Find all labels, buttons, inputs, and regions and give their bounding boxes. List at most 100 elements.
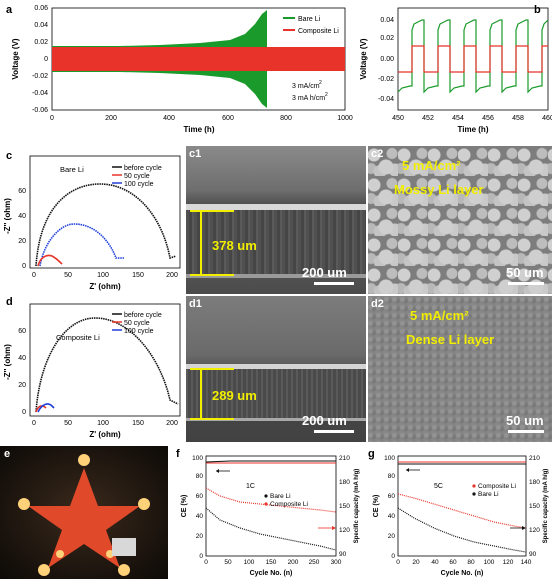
a-note-capacity: 3 mA h/cm <box>292 95 325 102</box>
panel-a-chart: 0.06 0.04 0.02 0 -0.02 -0.04 -0.06 0 200… <box>11 5 353 134</box>
panel-d: d Composite Li before cycle 50 cycle 100… <box>0 296 184 444</box>
c2-layer-label: Mossy Li layer <box>394 182 484 197</box>
panel-label-b: b <box>534 4 541 16</box>
panel-label-c2: c2 <box>371 148 384 160</box>
panel-label-f: f <box>176 448 180 460</box>
c2-scale-label: 50 um <box>506 265 544 280</box>
g-y2tick: 150 <box>529 503 540 510</box>
panel-f-chart: 1C Bare Li Composite Li 0 20 40 60 80 10… <box>181 455 360 577</box>
b-ytick: 0.04 <box>380 17 394 24</box>
d2-scale-label: 50 um <box>506 413 544 428</box>
a-xtick: 800 <box>280 115 292 122</box>
d-ytick: 0 <box>22 409 26 416</box>
d-ytick: 40 <box>18 355 26 362</box>
b-xtick: 460 <box>542 115 552 122</box>
g-xtick: 40 <box>431 559 439 566</box>
b-xtick: 450 <box>392 115 404 122</box>
d-xtick: 0 <box>32 420 36 427</box>
c-ytick: 40 <box>18 213 26 220</box>
g-xtick: 80 <box>467 559 475 566</box>
panel-g-chart: 5C Composite Li Bare Li 0 20 40 60 80 10… <box>373 455 549 577</box>
b-xtick: 458 <box>512 115 524 122</box>
sem-image-d2: d2 5 mA/cm² Dense Li layer 50 um <box>368 296 552 442</box>
a-ytick: -0.06 <box>32 107 48 114</box>
c-xtick: 50 <box>64 272 72 279</box>
f-ytick: 100 <box>192 455 203 462</box>
panel-c-chart: Bare Li before cycle 50 cycle 100 cycle … <box>3 155 181 291</box>
c2-current-label: 5 mA/cm² <box>402 158 461 173</box>
g-ytick: 80 <box>388 473 396 480</box>
g-y2tick: 180 <box>529 479 540 486</box>
panel-label-a: a <box>6 4 13 16</box>
c1-scale-label: 200 um <box>302 265 347 280</box>
a-xtick: 0 <box>50 115 54 122</box>
g-xtick: 60 <box>449 559 457 566</box>
panel-c: c Bare Li before cycle 50 cycle 100 cycl… <box>0 146 184 294</box>
a-ytick: -0.04 <box>32 90 48 97</box>
a-ytick: 0 <box>44 56 48 63</box>
f-xtick: 0 <box>204 559 208 566</box>
d-legend-before: before cycle <box>124 312 162 319</box>
c-ytick: 60 <box>18 188 26 195</box>
d1-thickness-label: 289 um <box>212 388 257 403</box>
c-xtick: 100 <box>97 272 109 279</box>
a-note-current: 3 mA/cm <box>292 83 320 90</box>
d-legend-100: 100 cycle <box>124 328 154 335</box>
f-y2tick: 120 <box>339 527 350 534</box>
panel-g: g 5C Composite Li Bare Li 0 20 40 60 80 … <box>364 446 552 579</box>
f-ylabel2: Specific capacity (mA h/g) <box>354 469 360 543</box>
c-ytick: 20 <box>18 238 26 245</box>
panel-label-e: e <box>4 448 11 460</box>
a-xtick: 1000 <box>337 115 353 122</box>
panel-label-d2: d2 <box>371 298 384 310</box>
b-ytick: 0.00 <box>380 56 394 63</box>
g-xtick: 0 <box>396 559 400 566</box>
sem-image-c1: c1 378 um 200 um <box>186 146 366 294</box>
f-legend-bare: Bare Li <box>270 493 291 500</box>
g-xtick: 120 <box>503 559 514 566</box>
f-ytick: 20 <box>196 533 204 540</box>
c-xlabel: Z' (ohm) <box>89 282 121 291</box>
a-ytick: 0.02 <box>34 39 48 46</box>
d-xtick: 100 <box>97 420 109 427</box>
a-xtick: 200 <box>105 115 117 122</box>
a-note-capacity-sup: 2 <box>325 92 328 98</box>
b-xtick: 452 <box>422 115 434 122</box>
c-legend-50: 50 cycle <box>124 173 150 180</box>
g-y2tick: 210 <box>529 455 540 462</box>
d-xtick: 200 <box>166 420 178 427</box>
f-legend-composite: Composite Li <box>270 501 308 508</box>
g-rate: 5C <box>434 483 443 490</box>
g-ytick: 0 <box>391 553 395 560</box>
f-ylabel: CE (%) <box>181 495 188 518</box>
panel-label-d1: d1 <box>189 298 202 310</box>
panel-label-g: g <box>368 448 375 460</box>
g-ylabel2: Specific capacity (mA h/g) <box>543 469 549 543</box>
g-legend-bare: Bare Li <box>478 491 499 498</box>
sem-image-d1: d1 289 um 200 um <box>186 296 366 442</box>
d-title: Composite Li <box>56 333 100 342</box>
g-ytick: 60 <box>388 493 396 500</box>
g-y2tick: 120 <box>529 527 540 534</box>
f-rate: 1C <box>246 483 255 490</box>
f-xtick: 200 <box>288 559 299 566</box>
d-xtick: 50 <box>64 420 72 427</box>
g-ytick: 100 <box>384 455 395 462</box>
c-title: Bare Li <box>60 165 84 174</box>
panel-label-c1: c1 <box>189 148 202 160</box>
b-ytick: 0.02 <box>380 35 394 42</box>
f-xtick: 150 <box>266 559 277 566</box>
g-ytick: 40 <box>388 513 396 520</box>
g-xtick: 140 <box>521 559 532 566</box>
a-ytick: 0.04 <box>34 22 48 29</box>
a-xlabel: Time (h) <box>184 125 215 134</box>
a-xtick: 400 <box>163 115 175 122</box>
d2-layer-label: Dense Li layer <box>406 332 495 347</box>
b-xlabel: Time (h) <box>458 125 489 134</box>
c-xtick: 150 <box>132 272 144 279</box>
c-xtick: 200 <box>166 272 178 279</box>
f-y2tick: 150 <box>339 503 350 510</box>
d-ytick: 60 <box>18 328 26 335</box>
panel-d-chart: Composite Li before cycle 50 cycle 100 c… <box>3 303 181 439</box>
f-ytick: 80 <box>196 473 204 480</box>
